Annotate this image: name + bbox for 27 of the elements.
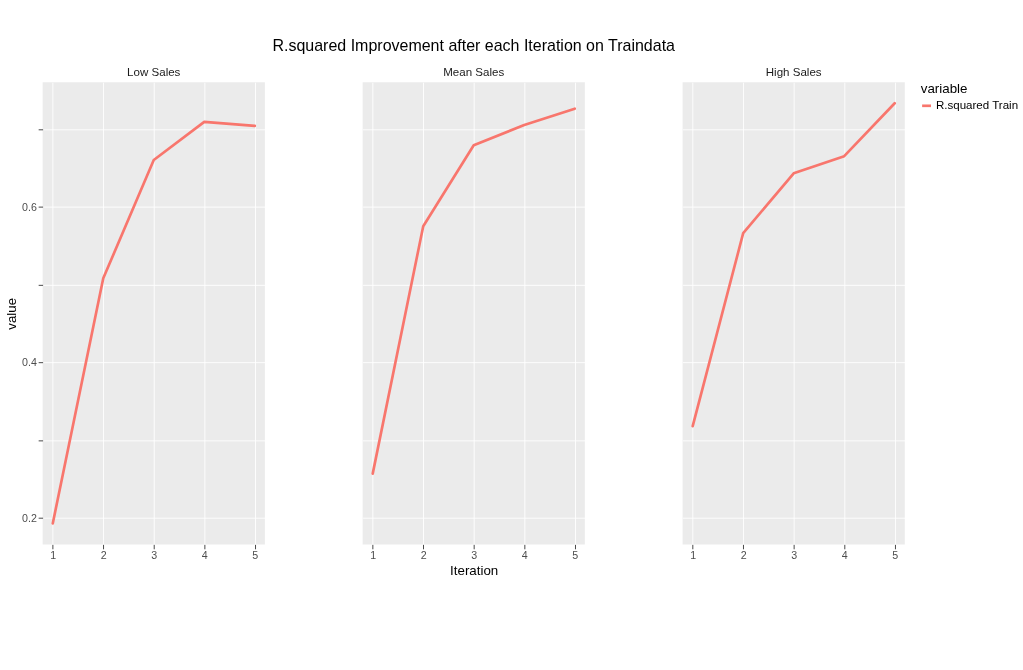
- y-tick-label: 0.6: [22, 200, 37, 213]
- chart-title: R.squared Improvement after each Iteration on Traindata: [272, 37, 676, 55]
- x-tick-label: 4: [521, 549, 528, 562]
- x-tick-label: 1: [690, 549, 697, 562]
- y-tick-label: 0.4: [22, 356, 37, 369]
- x-tick-label: 4: [201, 549, 208, 562]
- x-tick-label: 3: [471, 549, 478, 562]
- x-tick-label: 5: [572, 549, 579, 562]
- x-tick-label: 2: [100, 549, 107, 562]
- x-tick-label: 1: [50, 549, 57, 562]
- x-tick-label: 5: [892, 549, 899, 562]
- x-axis-title: Iteration: [450, 563, 499, 579]
- x-tick-label: 3: [791, 549, 798, 562]
- x-tick-label: 3: [151, 549, 158, 562]
- legend-label: R.squared Train: [935, 99, 1019, 112]
- chart-subtitle: Low Sales: [127, 66, 181, 79]
- legend-title: variable: [920, 80, 968, 96]
- chart-subtitle: High Sales: [765, 66, 822, 79]
- y-axis-title: value: [3, 297, 19, 330]
- x-tick-label: 1: [370, 549, 377, 562]
- x-tick-label: 5: [252, 549, 259, 562]
- y-tick-label: 0.2: [22, 511, 37, 524]
- chart-subtitle: Mean Sales: [443, 66, 505, 79]
- x-tick-label: 4: [841, 549, 848, 562]
- x-tick-label: 2: [740, 549, 747, 562]
- line-series: [51, 120, 257, 525]
- x-tick-label: 2: [420, 549, 427, 562]
